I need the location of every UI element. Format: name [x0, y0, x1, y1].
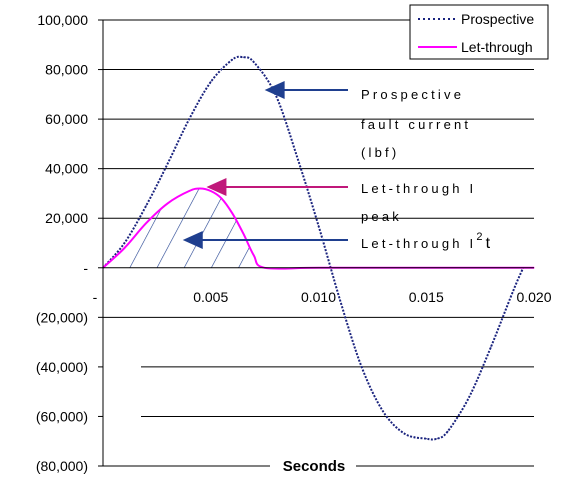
- x-tick-label: 0.015: [409, 289, 444, 305]
- annotation-text: Let-through I2t: [361, 231, 493, 252]
- y-tick-label: -: [83, 260, 88, 276]
- data-point: [339, 299, 341, 301]
- data-point: [382, 410, 384, 413]
- axes: [102, 20, 534, 466]
- y-tick-label: (60,000): [36, 408, 88, 424]
- annotation-arrow-head: [206, 178, 227, 196]
- y-tick-label: (40,000): [36, 359, 88, 375]
- data-point: [447, 430, 449, 432]
- x-tick-label: 0.010: [301, 289, 336, 305]
- data-point: [199, 187, 201, 190]
- data-point: [123, 242, 126, 244]
- x-tick-label: -: [93, 289, 98, 305]
- data-point: [145, 222, 147, 224]
- annotation-text: fault current: [361, 117, 471, 132]
- annotation-arrow-head: [182, 231, 203, 249]
- y-tick-label: 60,000: [45, 111, 88, 127]
- data-point: [242, 232, 244, 234]
- annotation-text: (lbf): [361, 145, 399, 160]
- data-point: [317, 225, 320, 227]
- annotation-text: Let-through I: [361, 181, 476, 196]
- data-point: [210, 190, 212, 192]
- let-through-energy-area: [103, 188, 265, 268]
- x-tick-labels: - 0.005 0.010 0.015 0.020: [93, 289, 552, 305]
- y-tick-label: 40,000: [45, 161, 88, 177]
- data-point: [188, 190, 190, 192]
- y-tick-label: (80,000): [36, 458, 88, 474]
- data-point: [220, 197, 223, 199]
- y-tick-label: 20,000: [45, 210, 88, 226]
- data-point: [145, 205, 147, 207]
- data-point: [296, 155, 298, 157]
- data-point: [511, 292, 514, 294]
- data-point: [242, 56, 244, 58]
- data-point: [253, 254, 255, 256]
- legend-label-prospective: Prospective: [461, 11, 534, 27]
- data-point: [210, 81, 212, 83]
- data-point: [425, 438, 427, 440]
- x-tick-label: 0.005: [193, 289, 228, 305]
- data-point: [123, 247, 126, 249]
- data-point: [490, 346, 492, 348]
- data-point: [231, 59, 233, 61]
- y-tick-label: (20,000): [36, 309, 88, 325]
- data-point: [188, 118, 190, 120]
- y-tick-label: 100,000: [37, 12, 88, 28]
- data-point: [361, 366, 363, 368]
- legend: Prospective Let-through: [409, 4, 549, 60]
- annotations: Prospective fault current (lbf) Let-through…: [182, 81, 493, 252]
- annotation-arrow-head: [264, 81, 285, 99]
- data-point: [167, 163, 169, 165]
- legend-label-let-through: Let-through: [461, 39, 533, 55]
- series-line-prospective: [102, 55, 525, 441]
- data-point: [436, 438, 438, 440]
- data-point: [231, 212, 233, 214]
- x-tick-label: 0.020: [516, 289, 551, 305]
- data-point: [468, 396, 470, 398]
- annotation-text: Prospective: [361, 87, 464, 102]
- data-point: [167, 202, 169, 204]
- data-point: [404, 433, 406, 435]
- x-axis-label: Seconds: [283, 458, 346, 475]
- y-tick-labels: 100,00080,00060,00040,00020,000-(20,000)…: [36, 12, 103, 474]
- y-tick-label: 80,000: [45, 62, 88, 78]
- data-point: [253, 61, 255, 63]
- annotation-text: peak: [361, 209, 402, 224]
